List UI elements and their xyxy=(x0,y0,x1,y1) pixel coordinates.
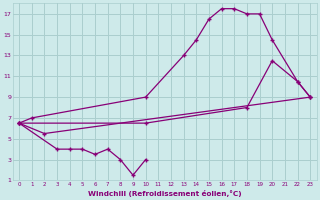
X-axis label: Windchill (Refroidissement éolien,°C): Windchill (Refroidissement éolien,°C) xyxy=(88,190,242,197)
